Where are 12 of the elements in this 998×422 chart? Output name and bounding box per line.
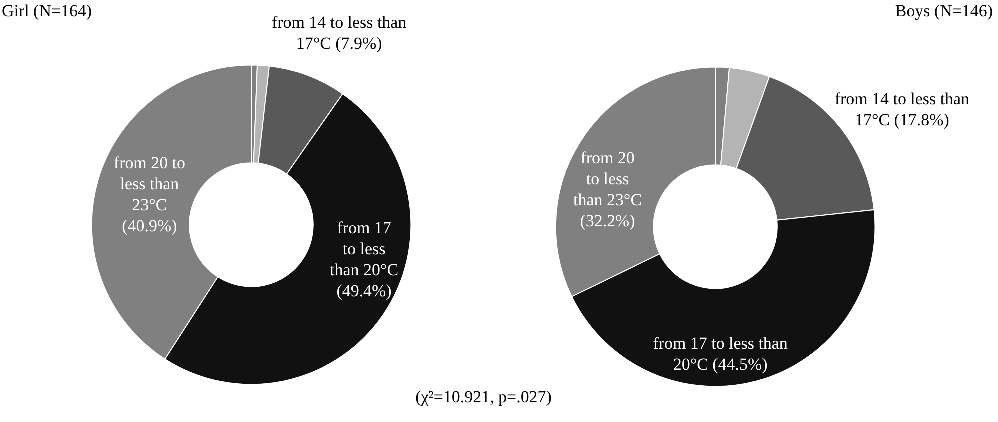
slice-label: from 14 to less than 17°C (7.9%) [272,12,408,53]
slice-label: from 17 to less than 20°C [330,218,399,280]
chart-title: Girl (N=164) [2,1,92,20]
data-label: (40.9%) [122,216,178,236]
data-label: (49.4%) [336,281,392,300]
text: (χ²=10.921, p=.027) [416,388,552,407]
chart-title: Boys (N=146) [895,1,994,20]
slice-label: from 20 to less than 23°C [114,154,186,214]
slice-label: from 14 to less than 17°C (17.8%) [834,90,970,130]
slice-label: from 17 to less than 20°C (44.5%) [653,334,788,374]
data-label: (32.2%) [580,211,636,230]
slice-label: from 20 to less than 23°C [574,148,642,210]
